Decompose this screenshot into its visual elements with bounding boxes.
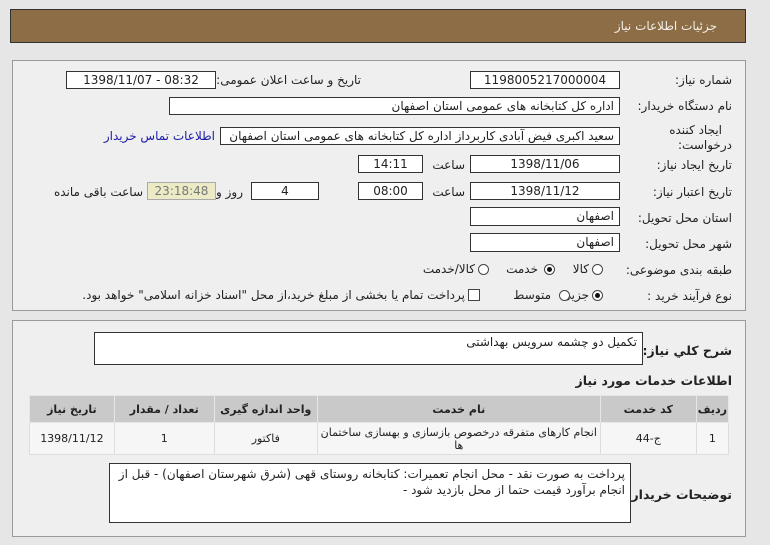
page-header: جزئیات اطلاعات نیاز <box>10 9 746 43</box>
created-time-field: 14:11 <box>358 155 423 173</box>
table-header-row: ردیف کد خدمت نام خدمت واحد اندازه گیری ت… <box>29 395 730 423</box>
col-row-number: ردیف <box>695 395 730 423</box>
remaining-time-field: 23:18:48 <box>147 182 216 200</box>
payment-checkbox[interactable] <box>468 289 480 301</box>
page-title: جزئیات اطلاعات نیاز <box>614 19 717 33</box>
creator-field: سعید اکبری فیض آبادی کاربرداز اداره کل ک… <box>220 127 620 145</box>
remaining-label: ساعت باقی مانده <box>53 185 143 199</box>
payment-checkbox-label: پرداخت تمام یا بخشی از مبلغ خرید،از محل … <box>82 288 465 302</box>
creator-label-2: درخواست: <box>678 138 732 152</box>
validity-label: تاریخ اعتبار نیاز: <box>652 185 732 199</box>
created-date-field: 1398/11/06 <box>470 155 620 173</box>
services-table: ردیف کد خدمت نام خدمت واحد اندازه گیری ت… <box>29 395 730 455</box>
announce-label: تاریخ و ساعت اعلان عمومی: <box>216 73 361 87</box>
cell-need-date: 1398/11/12 <box>29 422 115 455</box>
need-number-label: شماره نیاز: <box>675 73 732 87</box>
cell-row-number: 1 <box>695 422 730 455</box>
days-label: روز و <box>216 185 243 199</box>
city-field: اصفهان <box>470 233 620 252</box>
validity-time-label: ساعت <box>432 185 465 199</box>
process-medium-label: متوسط <box>513 288 551 302</box>
description-label: شرح کلي نياز: <box>642 343 732 358</box>
created-time-label: ساعت <box>432 158 465 172</box>
cell-service-code: ج-44 <box>599 422 697 455</box>
validity-date-field: 1398/11/12 <box>470 182 620 200</box>
category-label: طبقه بندی موضوعی: <box>625 263 732 277</box>
province-field: اصفهان <box>470 207 620 226</box>
col-need-date: تاریخ نیاز <box>29 395 115 423</box>
description-field: تکمیل دو چشمه سرویس بهداشتی <box>94 332 643 365</box>
col-unit: واحد اندازه گیری <box>213 395 318 423</box>
need-number-field: 1198005217000004 <box>470 71 620 89</box>
category-service-radio[interactable] <box>544 264 555 275</box>
created-date-label: تاریخ ایجاد نیاز: <box>656 158 732 172</box>
category-goods-radio[interactable] <box>592 264 603 275</box>
category-goods-service-radio[interactable] <box>478 264 489 275</box>
process-minor-radio[interactable] <box>592 290 603 301</box>
buyer-org-label: نام دستگاه خریدار: <box>637 99 733 113</box>
process-label: نوع فرآیند خرید : <box>647 289 732 303</box>
province-label: استان محل تحویل: <box>637 211 732 225</box>
cell-unit: فاکتور <box>213 422 318 455</box>
contact-buyer-link[interactable]: اطلاعات تماس خریدار <box>103 129 215 143</box>
creator-label: ایجاد کننده <box>669 123 722 137</box>
category-service-label: خدمت <box>506 262 538 276</box>
col-service-name: نام خدمت <box>316 395 601 423</box>
col-service-code: کد خدمت <box>599 395 697 423</box>
cell-service-name: انجام کارهای متفرقه درخصوص بازسازی و بهس… <box>316 422 601 455</box>
city-label: شهر محل تحویل: <box>645 237 732 251</box>
category-goods-label: کالا <box>572 262 589 276</box>
buyer-notes-field: پرداخت به صورت نقد - محل انجام تعمیرات: … <box>109 463 631 523</box>
announce-field: 1398/11/07 - 08:32 <box>66 71 216 89</box>
process-medium-radio[interactable] <box>559 290 570 301</box>
col-quantity: تعداد / مقدار <box>113 395 215 423</box>
cell-quantity: 1 <box>113 422 215 455</box>
table-row: 1 ج-44 انجام کارهای متفرقه درخصوص بازساز… <box>29 422 730 455</box>
category-goods-service-label: کالا/خدمت <box>422 262 475 276</box>
buyer-notes-label: توضیحات خریدار: <box>626 487 732 502</box>
services-title: اطلاعات خدمات مورد نیاز <box>575 373 733 388</box>
days-field: 4 <box>251 182 319 200</box>
validity-time-field: 08:00 <box>358 182 423 200</box>
buyer-org-field: اداره کل کتابخانه های عمومی استان اصفهان <box>169 97 620 115</box>
